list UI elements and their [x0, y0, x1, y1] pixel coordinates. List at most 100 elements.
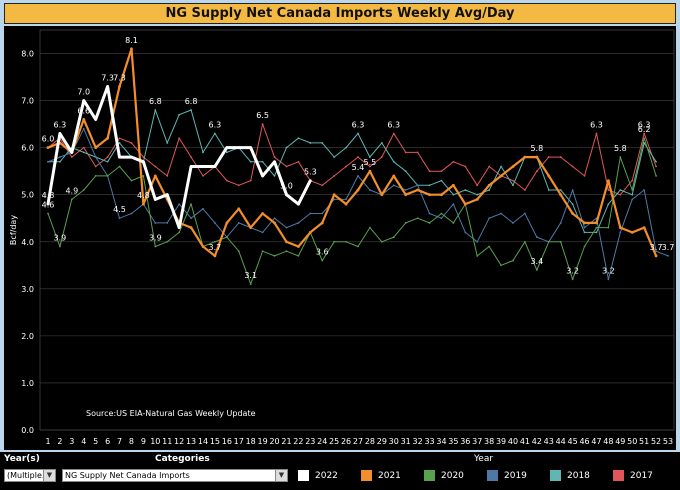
data-label: 3.7: [650, 243, 663, 252]
data-point-2019: [47, 160, 49, 163]
data-point-2021: [630, 230, 634, 234]
data-point-2017: [535, 170, 538, 173]
y-tick-label: 5.0: [21, 191, 34, 200]
data-point-2019: [190, 217, 192, 220]
legend-item-2021[interactable]: 2021: [361, 470, 401, 481]
data-point-2020: [249, 283, 252, 286]
legend-item-2019[interactable]: 2019: [487, 470, 527, 481]
categories-filter-dropdown[interactable]: NG Supply Net Canada Imports ▼: [62, 469, 288, 482]
data-point-2019: [619, 231, 622, 234]
data-point-2018: [214, 132, 216, 135]
legend-item-2017[interactable]: 2017: [613, 470, 653, 481]
year-filter-label: Year(s): [4, 454, 40, 464]
data-point-2019: [369, 189, 371, 191]
x-tick-label: 32: [413, 437, 423, 446]
data-point-2018: [261, 160, 264, 163]
data-label: 6.3: [54, 121, 67, 130]
x-tick-label: 38: [484, 437, 494, 446]
data-point-2021: [559, 193, 563, 197]
legend-item-2020[interactable]: 2020: [424, 470, 464, 481]
data-point-2019: [214, 222, 216, 224]
legend-swatch: [424, 470, 435, 481]
data-point-2021: [273, 221, 276, 225]
data-point-2017: [583, 174, 586, 177]
data-label: 3.7: [662, 243, 675, 252]
x-tick-label: 6: [105, 437, 110, 446]
data-point-2021: [285, 240, 288, 244]
data-label: 6.8: [149, 97, 162, 106]
data-point-2017: [142, 156, 145, 158]
legend-swatch: [361, 470, 372, 481]
data-point-2022: [58, 132, 62, 135]
data-point-2021: [225, 221, 229, 225]
y-tick-label: 8.0: [21, 50, 34, 59]
year-filter-dropdown[interactable]: (Multiple... ▼: [4, 469, 56, 482]
y-tick-label: 6.0: [21, 144, 34, 153]
x-tick-label: 13: [186, 437, 196, 446]
data-point-2019: [631, 198, 634, 201]
data-point-2017: [440, 170, 443, 173]
data-point-2020: [512, 259, 514, 262]
data-point-2017: [369, 165, 371, 168]
data-point-2018: [440, 179, 443, 182]
data-point-2017: [190, 156, 192, 158]
x-tick-label: 3: [69, 437, 74, 446]
x-tick-label: 22: [293, 437, 303, 446]
chart-title-bar: NG Supply Net Canada Imports Weekly Avg/…: [4, 3, 676, 24]
data-point-2020: [59, 245, 61, 248]
data-point-2018: [631, 193, 634, 196]
x-tick-label: 49: [615, 437, 625, 446]
data-point-2021: [571, 212, 575, 215]
data-point-2021: [595, 221, 598, 225]
data-point-2017: [333, 174, 336, 177]
data-point-2020: [345, 240, 347, 243]
data-point-2022: [261, 174, 265, 178]
legend-swatch: [613, 470, 624, 481]
x-tick-label: 5: [93, 437, 98, 446]
data-point-2018: [59, 160, 61, 163]
legend-item-2018[interactable]: 2018: [550, 470, 590, 481]
data-point-2017: [166, 174, 169, 177]
legend-label: 2020: [441, 470, 464, 481]
data-point-2022: [189, 165, 193, 168]
data-point-2022: [165, 193, 169, 197]
data-point-2021: [344, 202, 348, 206]
data-label: 6.0: [42, 135, 55, 144]
data-point-2017: [118, 137, 121, 140]
data-point-2021: [523, 155, 527, 159]
data-label: 6.6: [77, 106, 90, 115]
y-tick-label: 0.0: [21, 426, 34, 435]
data-point-2018: [583, 231, 586, 234]
data-point-2021: [153, 174, 157, 178]
data-point-2017: [595, 132, 598, 135]
data-point-2019: [392, 184, 395, 187]
x-tick-label: 27: [353, 437, 363, 446]
data-point-2021: [213, 254, 217, 258]
x-tick-label: 8: [129, 437, 134, 446]
data-point-2020: [154, 245, 157, 248]
plot-area: [39, 29, 675, 431]
data-point-2017: [357, 156, 359, 158]
data-point-2018: [547, 189, 550, 191]
data-point-2019: [428, 212, 431, 215]
data-point-2020: [82, 189, 85, 191]
data-label: 6.3: [387, 121, 400, 130]
data-point-2021: [463, 202, 467, 206]
legend-label: 2019: [504, 470, 527, 481]
data-point-2017: [392, 132, 395, 135]
data-point-2017: [619, 193, 622, 196]
data-point-2018: [225, 151, 228, 154]
x-tick-label: 42: [532, 437, 542, 446]
data-point-2018: [607, 203, 610, 206]
data-label: 3.2: [566, 266, 579, 275]
data-point-2018: [333, 156, 336, 158]
data-point-2021: [416, 188, 420, 192]
data-label: 6.3: [209, 121, 222, 130]
data-label: 4.5: [113, 205, 126, 214]
data-point-2018: [202, 151, 204, 154]
data-point-2019: [524, 212, 526, 215]
data-label: 3.9: [54, 233, 67, 242]
data-point-2019: [321, 212, 324, 215]
legend-item-2022[interactable]: 2022: [298, 470, 338, 481]
data-point-2021: [392, 174, 396, 178]
